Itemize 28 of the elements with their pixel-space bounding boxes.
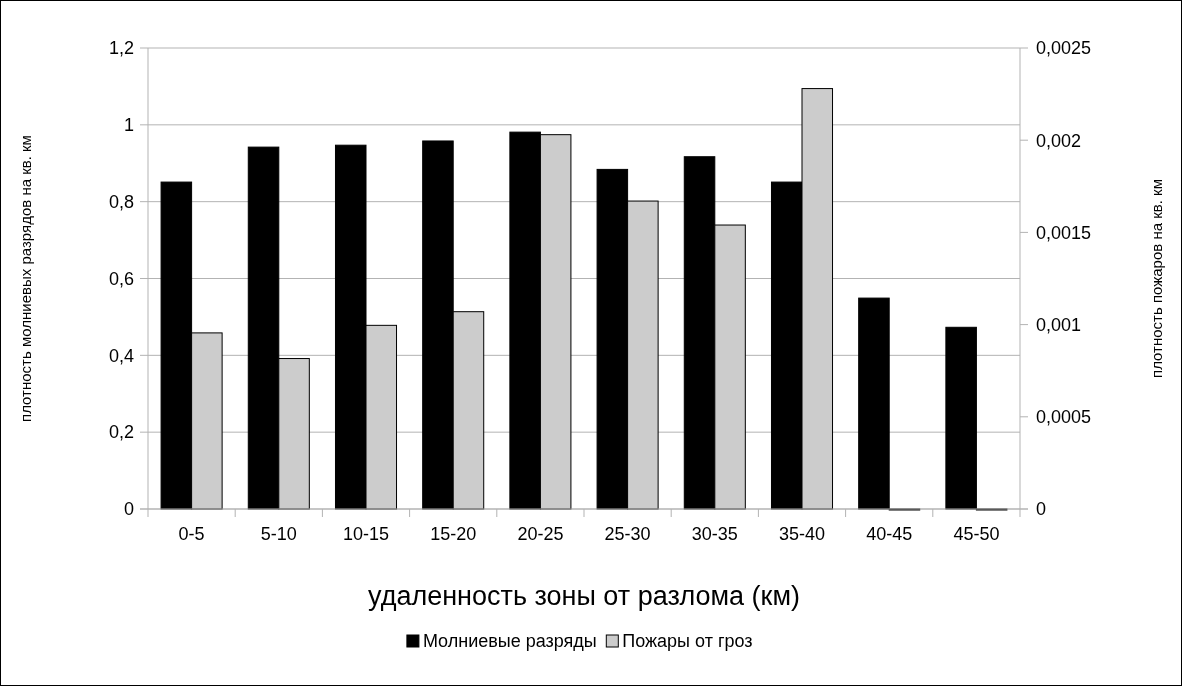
x-tick-label: 40-45: [866, 524, 913, 544]
x-tick-label: 45-50: [953, 524, 1000, 544]
x-tick-label: 10-15: [342, 524, 390, 544]
x-tick-label: 15-20: [430, 524, 477, 544]
y2-tick-label: 0,0005: [1036, 407, 1092, 428]
x-axis-title: удаленность зоны от разлома (км): [368, 581, 800, 611]
y-tick-label: 0: [123, 499, 134, 520]
y-tick-label: 0,4: [108, 345, 134, 366]
x-tick-label: 0-5: [178, 524, 205, 544]
legend-label: Молниевые разряды: [422, 631, 597, 652]
x-tick-label: 25-30: [604, 524, 651, 544]
y2-tick-label: 0,0015: [1036, 222, 1092, 243]
x-tick-label: 20-25: [517, 524, 564, 544]
y-axis-title: плотность молниевых разрядов на кв. км: [17, 135, 34, 422]
legend-label: Пожары от гроз: [622, 631, 753, 652]
x-tick-label: 30-35: [691, 524, 738, 544]
y2-tick-label: 0: [1036, 499, 1047, 520]
y-tick-label: 0,6: [108, 268, 134, 289]
y2-tick-label: 0,001: [1036, 314, 1082, 335]
y2-tick-label: 0,002: [1036, 130, 1082, 151]
y-tick-label: 1: [123, 115, 134, 136]
y-tick-label: 0,8: [108, 191, 134, 212]
y2-tick-label: 0,0025: [1036, 38, 1092, 59]
y-tick-label: 0,2: [108, 422, 134, 443]
x-tick-label: 5-10: [260, 524, 297, 544]
y2-axis-title: плотность пожаров на кв. км: [1148, 179, 1165, 378]
y-tick-label: 1,2: [108, 38, 134, 59]
x-tick-label: 35-40: [778, 524, 826, 544]
